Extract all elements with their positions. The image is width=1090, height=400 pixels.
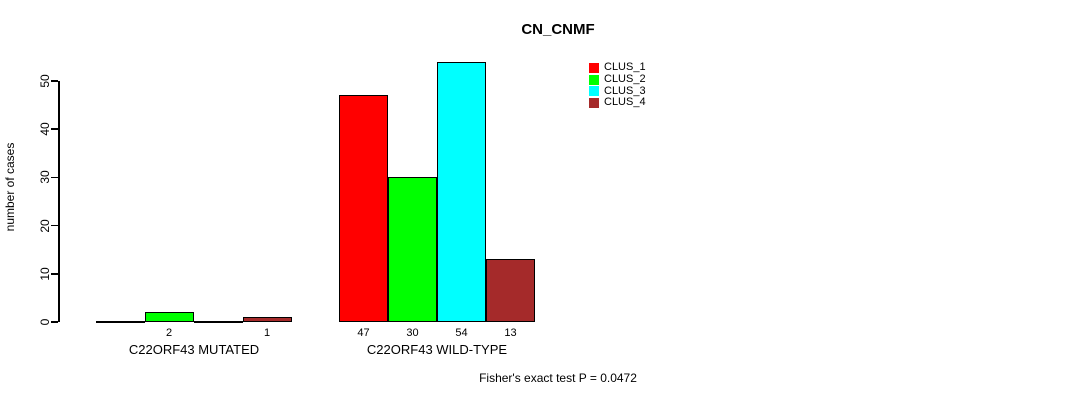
bar-clus-1-c22orf43-wild-type — [339, 95, 388, 322]
chart-title: CN_CNMF — [521, 21, 595, 38]
legend-item: CLUS_4 — [589, 97, 646, 109]
bar-value-label: 47 — [357, 327, 370, 339]
y-tick-mark — [51, 80, 58, 82]
y-tick-label: 50 — [38, 74, 52, 88]
y-tick-mark — [51, 273, 58, 275]
bar-value-label: 54 — [455, 327, 468, 339]
legend-swatch-clus-4 — [589, 97, 599, 108]
bar-clus-3-c22orf43-wild-type — [437, 61, 486, 322]
y-tick-mark — [51, 224, 58, 227]
bar-value-label: 13 — [504, 327, 517, 339]
bar-value-label: 2 — [165, 327, 173, 339]
bar-clus-4-c22orf43-wild-type — [486, 259, 535, 322]
bar-clus-2-c22orf43-mutated — [144, 312, 194, 322]
legend-label: CLUS_1 — [604, 61, 646, 74]
y-tick-label: 20 — [38, 218, 52, 233]
bar-clus-4-c22orf43-mutated — [242, 317, 292, 322]
legend-swatch-clus-3 — [589, 86, 599, 97]
x-group-label-wild-type: C22ORF43 WILD-TYPE — [366, 342, 508, 357]
y-axis-line — [58, 81, 60, 322]
y-tick-label: 40 — [38, 122, 52, 136]
legend-item: CLUS_3 — [589, 85, 646, 97]
legend-item: CLUS_2 — [589, 74, 646, 86]
stat-annotation: Fisher's exact test P = 0.0472 — [479, 371, 637, 385]
y-tick-mark — [51, 128, 58, 130]
legend-swatch-clus-1 — [589, 62, 599, 73]
bar-clus-1-c22orf43-mutated-zero — [95, 321, 145, 323]
bar-clus-2-c22orf43-wild-type — [388, 177, 437, 322]
legend-swatch-clus-2 — [589, 74, 599, 85]
y-tick-label: 0 — [38, 318, 52, 326]
bar-clus-3-c22orf43-mutated-zero — [193, 321, 243, 323]
bar-value-label: 30 — [406, 327, 419, 339]
x-group-label-mutated: C22ORF43 MUTATED — [128, 342, 260, 357]
legend: CLUS_1 CLUS_2 CLUS_3 CLUS_4 — [589, 62, 646, 109]
y-tick-label: 30 — [38, 170, 52, 185]
y-tick-label: 10 — [38, 267, 52, 281]
y-tick-mark — [51, 321, 58, 323]
bar-value-label: 1 — [263, 327, 271, 339]
legend-label: CLUS_3 — [604, 84, 646, 97]
y-tick-mark — [51, 176, 58, 179]
y-axis-label: number of cases — [3, 142, 17, 232]
legend-label: CLUS_4 — [604, 96, 646, 109]
legend-label: CLUS_2 — [604, 73, 646, 86]
legend-item: CLUS_1 — [589, 62, 646, 74]
